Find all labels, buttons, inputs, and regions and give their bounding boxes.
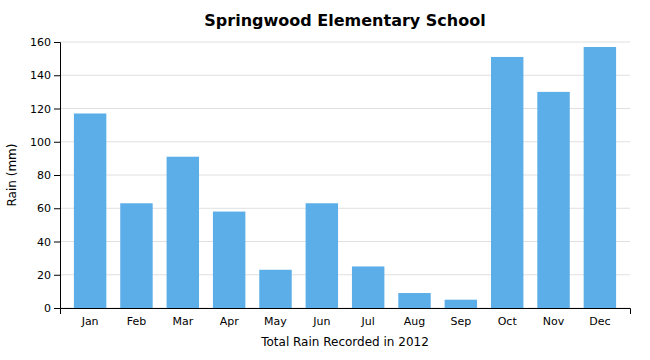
tick-label: 60 (37, 202, 51, 215)
bar (491, 57, 523, 308)
tick-label: Jan (81, 315, 99, 328)
grid (60, 42, 630, 308)
tick-label: Feb (127, 315, 146, 328)
tick: May (264, 315, 287, 328)
tick-mark (54, 142, 60, 143)
tick-label: Jun (312, 315, 330, 328)
tick-label: Nov (543, 315, 565, 328)
tick-mark (54, 208, 60, 209)
tick-mark (54, 175, 60, 176)
y-axis-title: Rain (mm) (5, 144, 19, 207)
tick-label: 0 (44, 302, 51, 315)
tick-mark (54, 242, 60, 243)
tick: 160 (30, 36, 60, 49)
bar (120, 203, 152, 308)
tick-label: May (264, 315, 287, 328)
tick: 80 (37, 169, 60, 182)
tick-label: 80 (37, 169, 51, 182)
tick-label: Sep (450, 315, 471, 328)
grid-line (60, 75, 630, 76)
tick: 140 (30, 69, 60, 82)
tick-label: Apr (220, 315, 240, 328)
tick: 20 (37, 269, 60, 282)
tick-label: 120 (30, 103, 51, 116)
tick: 100 (30, 136, 60, 149)
tick: Apr (220, 315, 240, 328)
tick-label: 100 (30, 136, 51, 149)
bar (445, 300, 477, 308)
tick-mark (54, 75, 60, 76)
tick: Jun (312, 315, 330, 328)
grid-line (60, 42, 630, 43)
chart: Jan Feb Mar Apr May Jun Jul Aug Sep Oct Nov Dec 0 20 4… (0, 0, 650, 360)
tick: Sep (450, 315, 471, 328)
tick: 60 (37, 202, 60, 215)
tick: 0 (44, 302, 60, 315)
x-axis-title: Total Rain Recorded in 2012 (260, 335, 429, 349)
tick: Jul (361, 315, 375, 328)
tick-label: Jul (361, 315, 375, 328)
axis-line (61, 309, 631, 315)
tick: Feb (127, 315, 146, 328)
tick-mark (54, 275, 60, 276)
tick: Aug (404, 315, 425, 328)
tick: Nov (543, 315, 565, 328)
tick-label: Aug (404, 315, 425, 328)
bar (398, 293, 430, 308)
bar (259, 270, 291, 308)
tick-label: 160 (30, 36, 51, 49)
bar (584, 47, 616, 308)
y-axis: 0 20 40 60 80 100 120 140 160 (30, 36, 61, 315)
tick: Dec (589, 315, 610, 328)
tick: Oct (498, 315, 518, 328)
tick-mark (54, 42, 60, 43)
bar (213, 212, 245, 308)
tick: Jan (81, 315, 99, 328)
tick: Mar (172, 315, 193, 328)
bar (74, 113, 106, 308)
tick-label: Dec (589, 315, 610, 328)
bar (537, 92, 569, 308)
bars (74, 47, 616, 308)
title: Springwood Elementary School (204, 11, 485, 30)
tick-mark (54, 109, 60, 110)
tick-mark (54, 308, 60, 309)
bar (352, 266, 384, 308)
bar (167, 157, 199, 308)
tick-label: Oct (498, 315, 518, 328)
tick-label: 140 (30, 69, 51, 82)
x-axis: Jan Feb Mar Apr May Jun Jul Aug Sep Oct Nov Dec (61, 309, 631, 328)
tick-label: 20 (37, 269, 51, 282)
tick-label: Mar (172, 315, 193, 328)
bar (306, 203, 338, 308)
plot: Jan Feb Mar Apr May Jun Jul Aug Sep Oct Nov Dec 0 20 4… (30, 36, 631, 328)
tick: 120 (30, 103, 60, 116)
tick-label: 40 (37, 236, 51, 249)
axis-line (54, 43, 61, 309)
tick: 40 (37, 236, 60, 249)
